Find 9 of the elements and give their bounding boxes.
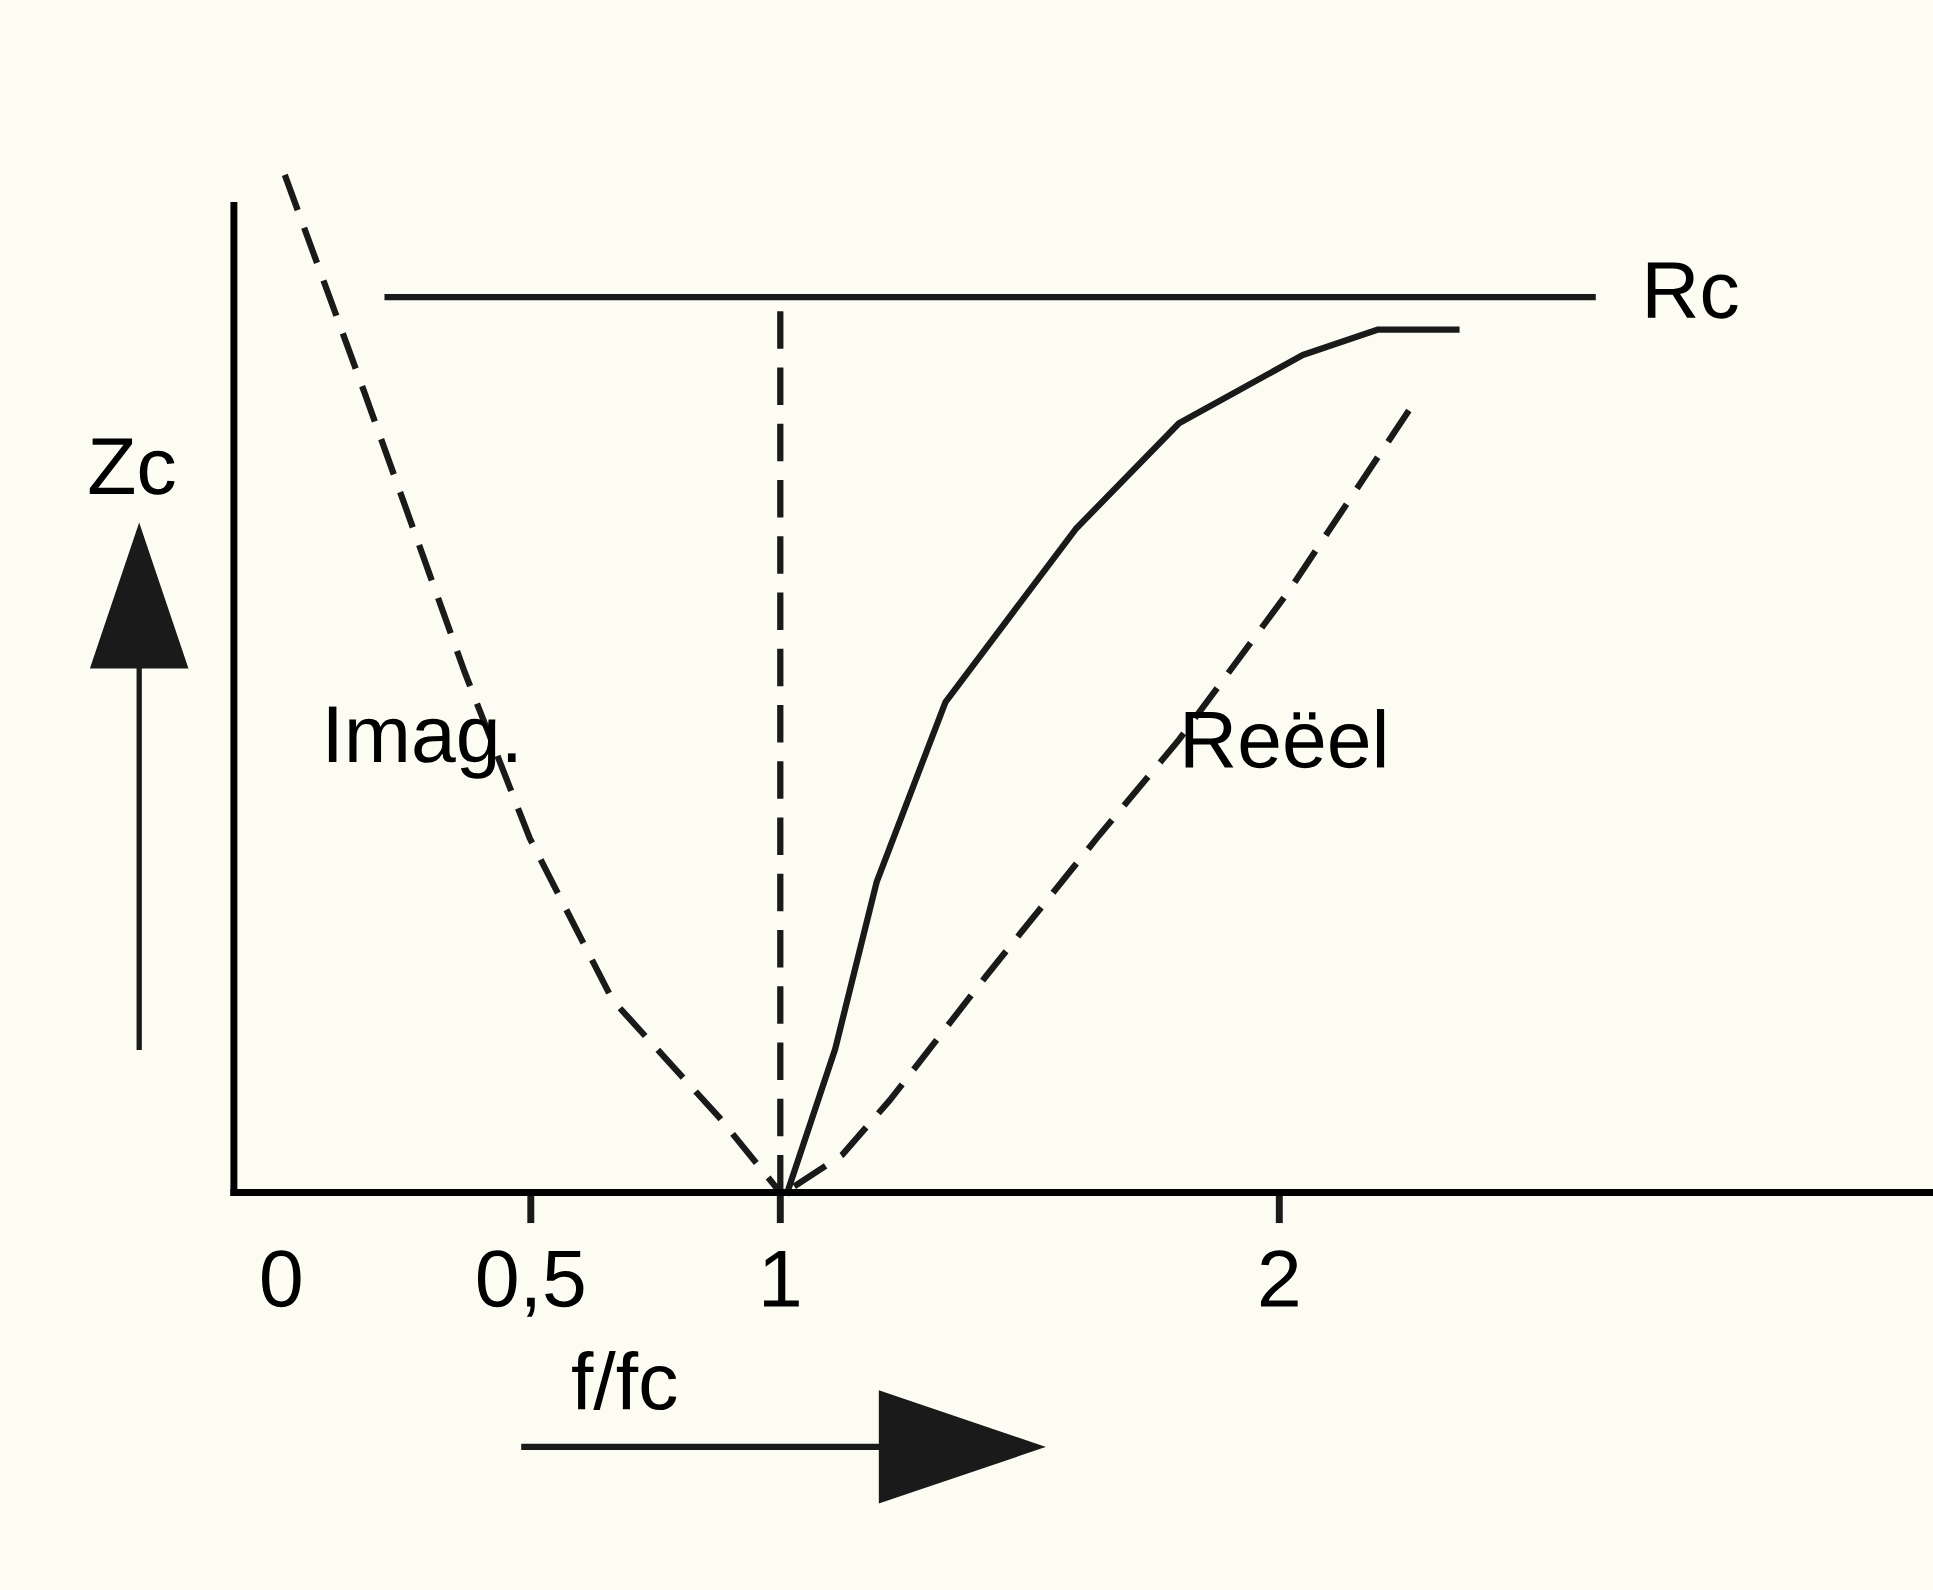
series-label: Imag. <box>328 706 516 779</box>
x-tick-label: 1 <box>764 1251 799 1307</box>
x-axis-title: f/fc <box>572 1350 677 1411</box>
y-axis-title: Zc <box>89 438 175 495</box>
series-label: Rc <box>1647 262 1738 319</box>
x-tick-label: 0 <box>262 1250 301 1308</box>
x-tick-label: 2 <box>1260 1250 1298 1307</box>
x-tick-label: 0,5 <box>477 1250 584 1317</box>
series-label: Reëel <box>1185 709 1385 769</box>
